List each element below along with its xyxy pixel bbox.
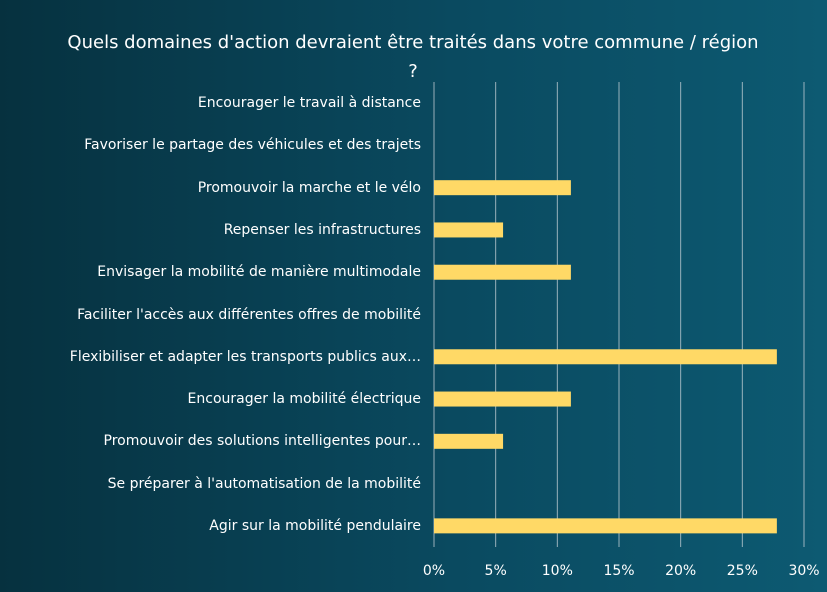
category-label: Encourager le travail à distance: [197, 95, 421, 112]
x-tick-label: 5%: [484, 563, 507, 579]
category-label: Se préparer à l'automatisation de la mob…: [107, 475, 421, 492]
x-tick-label: 0%: [422, 563, 446, 579]
category-label: Favoriser le partage des véhicules et de…: [84, 137, 421, 154]
x-tick-label: 25%: [726, 563, 758, 579]
bar-2: [434, 180, 571, 196]
x-tick-label: 10%: [541, 563, 573, 579]
x-tick-label: 20%: [665, 563, 697, 579]
category-label: Faciliter l'accès aux différentes offres…: [77, 306, 421, 323]
bar-6: [434, 349, 777, 365]
bar-4: [434, 264, 571, 280]
category-label: Flexibiliser et adapter les transports p…: [69, 348, 421, 365]
category-label: Promouvoir la marche et le vélo: [197, 179, 421, 196]
x-tick-label: 30%: [788, 563, 820, 579]
category-label: Envisager la mobilité de manière multimo…: [97, 264, 421, 281]
category-label: Encourager la mobilité électrique: [187, 391, 421, 408]
category-label: Promouvoir des solutions intelligentes p…: [103, 433, 422, 450]
bar-8: [434, 433, 504, 449]
category-label: Agir sur la mobilité pendulaire: [209, 517, 421, 534]
bar-7: [434, 391, 571, 407]
bar-3: [434, 222, 504, 238]
x-tick-label: 15%: [603, 563, 635, 579]
chart-title: Quels domaines d'action devraient être t…: [67, 32, 759, 82]
bar-10: [434, 518, 777, 534]
category-label: Repenser les infrastructures: [223, 221, 421, 238]
